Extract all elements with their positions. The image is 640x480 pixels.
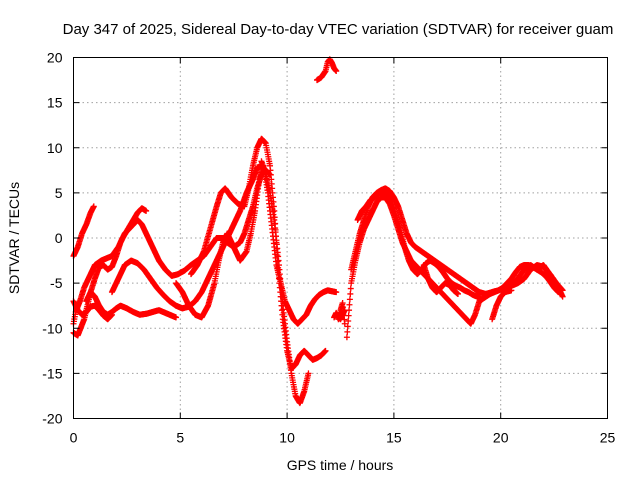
data-point	[343, 334, 350, 341]
data-point	[555, 289, 562, 296]
track-4	[70, 298, 115, 323]
x-axis-label: GPS time / hours	[287, 457, 394, 473]
track-7	[173, 162, 340, 327]
track-17	[331, 299, 348, 327]
data-point	[508, 287, 515, 294]
data-point	[344, 323, 351, 330]
x-tick-label: 25	[600, 430, 616, 446]
data-markers	[70, 56, 566, 407]
y-tick-label: 10	[47, 140, 63, 156]
data-point	[345, 318, 352, 325]
track-10	[314, 56, 340, 84]
data-point	[305, 370, 312, 377]
y-tick-label: -5	[50, 275, 63, 291]
track-15	[420, 262, 461, 297]
data-point	[346, 301, 353, 308]
y-tick-label: -15	[42, 365, 62, 381]
track-1	[70, 203, 97, 260]
y-tick-label: -10	[42, 320, 62, 336]
x-tick-label: 15	[386, 430, 402, 446]
y-tick-label: 20	[47, 50, 63, 66]
data-point	[341, 320, 348, 327]
y-axis-label: SDTVAR / TECUs	[6, 182, 22, 294]
track-13	[348, 185, 566, 297]
data-point	[90, 203, 97, 210]
axis-ticks: 0 5 10 15 20 25 -20 -15 -10 -5 0 5 10 15 20	[42, 50, 615, 446]
data-point	[322, 347, 329, 354]
data-point	[559, 287, 566, 294]
grid-layer	[73, 57, 608, 419]
track-14	[354, 189, 562, 303]
data-point	[143, 207, 150, 214]
y-tick-label: 15	[47, 95, 63, 111]
data-point	[173, 314, 180, 321]
x-tick-label: 20	[493, 430, 509, 446]
data-point	[333, 289, 340, 296]
data-point	[333, 68, 340, 75]
y-tick-label: 0	[55, 230, 63, 246]
data-point	[347, 285, 354, 292]
x-tick-label: 10	[279, 430, 295, 446]
data-point	[108, 311, 115, 318]
data-point	[346, 307, 353, 314]
data-point	[347, 290, 354, 297]
data-point	[346, 296, 353, 303]
data-point	[344, 328, 351, 335]
y-tick-label: -20	[42, 411, 62, 427]
y-tick-label: 5	[55, 185, 63, 201]
data-point	[454, 290, 461, 297]
x-tick-label: 0	[70, 430, 78, 446]
chart-title: Day 347 of 2025, Sidereal Day-to-day VTE…	[63, 21, 614, 38]
data-point	[559, 293, 566, 300]
x-tick-label: 5	[176, 430, 184, 446]
track-16	[489, 287, 515, 323]
track-9	[258, 158, 312, 407]
